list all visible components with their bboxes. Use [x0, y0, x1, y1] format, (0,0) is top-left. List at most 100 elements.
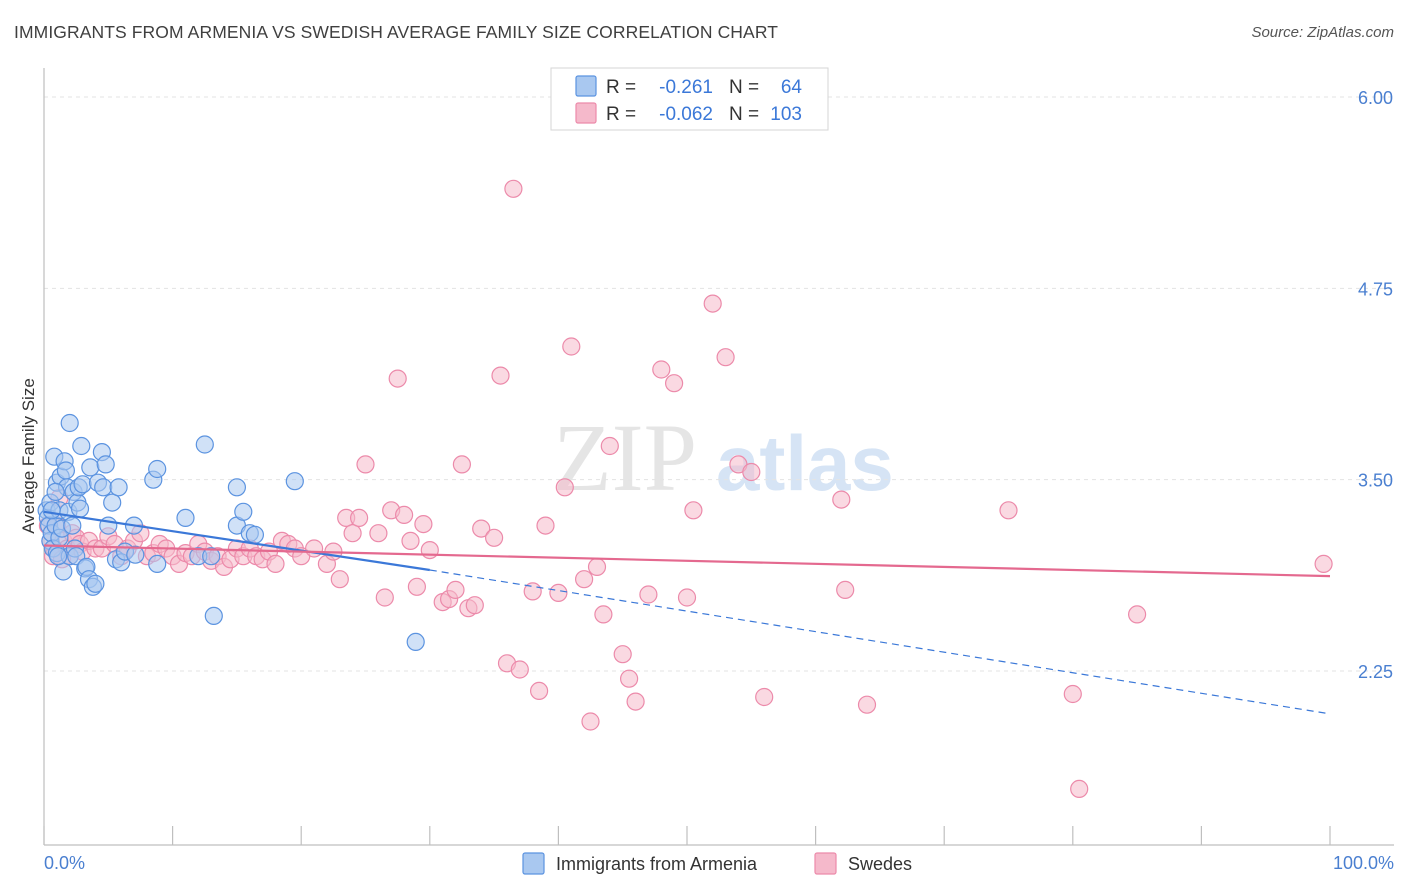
swedes-point-64	[446, 580, 465, 600]
chart-title: IMMIGRANTS FROM ARMENIA VS SWEDISH AVERA…	[14, 22, 779, 42]
swedes-point-102	[1070, 779, 1089, 799]
legend-r-value-armenia: -0.261	[659, 77, 713, 98]
legend-r-label-armenia: R =	[606, 77, 636, 98]
swedes-point-56	[388, 369, 407, 388]
swedes-point-82	[594, 605, 613, 624]
swedes-point-103	[1127, 605, 1147, 624]
armenia-points	[37, 413, 425, 652]
swedes-point-83	[600, 436, 619, 456]
swedes-point-89	[664, 374, 684, 393]
armenia-point-54	[195, 435, 214, 454]
y-tick-label-1: 3.50	[1358, 471, 1393, 491]
armenia-point-57	[234, 502, 253, 521]
swedes-point-75	[536, 516, 555, 535]
watermark: ZIP atlas	[553, 404, 894, 511]
watermark-zip: ZIP	[553, 404, 697, 511]
armenia-point-63	[406, 632, 425, 652]
legend-n-value-armenia: 64	[781, 77, 803, 98]
swedes-point-87	[639, 585, 658, 604]
y-tick-label-0: 2.25	[1358, 662, 1393, 682]
armenia-point-48	[126, 545, 145, 564]
armenia-point-30	[73, 475, 92, 494]
swedes-point-85	[619, 669, 639, 688]
y-tick-label-3: 6.00	[1358, 88, 1393, 108]
swedes-point-90	[677, 588, 697, 607]
swedes-point-97	[832, 490, 851, 509]
armenia-point-66	[46, 482, 65, 501]
swedes-point-76	[549, 583, 568, 603]
swedes-point-68	[472, 519, 491, 538]
swedes-point-72	[510, 660, 529, 679]
y-tick-label-2: 4.75	[1358, 279, 1393, 299]
swedes-point-86	[626, 692, 645, 711]
swedes-point-88	[652, 360, 671, 379]
swedes-point-69	[485, 528, 504, 547]
swedes-point-70	[491, 366, 510, 385]
swedes-point-99	[857, 695, 877, 714]
armenia-point-61	[204, 606, 223, 626]
armenia-point-60	[202, 547, 221, 566]
swedes-point-79	[574, 570, 594, 589]
bottom-legend-swatch-armenia	[522, 852, 545, 875]
swedes-point-51	[350, 508, 369, 528]
armenia-point-29	[72, 436, 91, 456]
swedes-point-77	[555, 478, 574, 497]
swedes-point-104	[1314, 554, 1333, 574]
swedes-point-84	[613, 645, 632, 664]
swedes-point-53	[369, 524, 388, 543]
swedes-point-74	[529, 681, 549, 701]
legend-frame	[550, 67, 829, 131]
legend-n-label-swedes: N =	[729, 104, 759, 125]
armenia-point-22	[63, 516, 82, 535]
swedes-point-81	[587, 557, 607, 577]
armenia-point-17	[56, 461, 76, 480]
gridlines	[44, 96, 1394, 672]
armenia-point-34	[81, 458, 100, 477]
swedes-point-57	[395, 505, 414, 525]
swedes-point-100	[999, 501, 1018, 520]
swedes-point-98	[836, 580, 855, 600]
armenia-point-44	[109, 478, 128, 497]
swedes-point-54	[375, 588, 394, 607]
swedes-point-80	[581, 712, 600, 731]
swedes-point-91	[684, 501, 703, 520]
swedes-point-92	[703, 294, 722, 313]
armenia-point-51	[148, 554, 167, 574]
swedes-point-50	[343, 524, 362, 543]
armenia-trend-extension	[429, 569, 1331, 715]
x-tick-label-max: 100.0%	[1333, 853, 1394, 873]
armenia-point-40	[96, 455, 115, 474]
armenia-point-52	[176, 508, 195, 528]
source-credit: Source: ZipAtlas.com	[1251, 24, 1394, 41]
bottom-legend-label-armenia: Immigrants from Armenia	[556, 854, 758, 874]
legend-swatch-swedes	[575, 102, 597, 124]
bottom-legend: Immigrants from Armenia Swedes	[522, 852, 912, 875]
armenia-point-55	[227, 478, 246, 497]
swedes-point-61	[420, 540, 439, 560]
trend-lines	[43, 510, 1331, 715]
armenia-point-21	[60, 413, 79, 433]
y-axis-tick-labels: 2.25 3.50 4.75 6.00	[1358, 88, 1393, 682]
armenia-point-50	[148, 459, 167, 479]
legend-n-label-armenia: N =	[729, 77, 759, 98]
swedes-point-78	[562, 337, 581, 356]
swedes-point-58	[401, 531, 420, 551]
swedes-point-105	[504, 179, 523, 198]
swedes-point-101	[1063, 684, 1082, 704]
armenia-trend-line	[43, 510, 430, 572]
armenia-point-39	[94, 478, 113, 497]
swedes-point-40	[266, 554, 285, 574]
bottom-legend-label-swedes: Swedes	[848, 854, 912, 874]
armenia-point-28	[70, 499, 90, 518]
x-axis-ticks	[43, 826, 1331, 845]
swedes-point-93	[716, 348, 735, 367]
swedes-point-95	[742, 462, 761, 482]
x-tick-label-min: 0.0%	[44, 853, 85, 873]
legend-r-label-swedes: R =	[606, 104, 636, 125]
armenia-point-65	[48, 547, 68, 566]
armenia-point-59	[245, 525, 264, 544]
armenia-point-36	[86, 574, 105, 593]
swedes-trend-line	[43, 544, 1331, 578]
swedes-point-52	[356, 455, 375, 474]
